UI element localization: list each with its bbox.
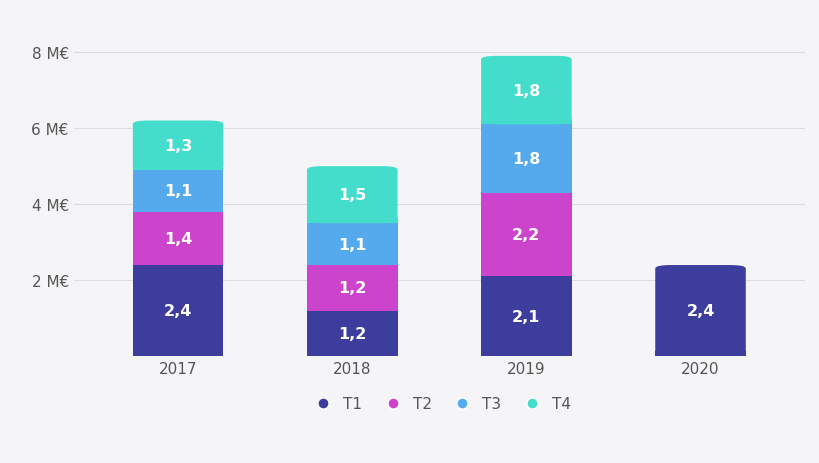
Text: 1,8: 1,8 [512, 152, 540, 167]
Text: 1,2: 1,2 [337, 281, 366, 296]
Legend: T1, T2, T3, T4: T1, T2, T3, T4 [301, 390, 576, 417]
Text: 1,2: 1,2 [337, 326, 366, 341]
Bar [306, 311, 397, 357]
Bar [133, 213, 223, 265]
Text: 2,1: 2,1 [512, 309, 540, 324]
Bar [306, 219, 397, 224]
Bar [481, 125, 571, 194]
Text: 1,5: 1,5 [337, 188, 366, 203]
FancyBboxPatch shape [133, 121, 223, 170]
Bar [133, 165, 223, 170]
Bar [481, 277, 571, 357]
FancyBboxPatch shape [306, 167, 397, 224]
Text: 1,1: 1,1 [337, 237, 366, 252]
Bar [481, 120, 571, 125]
Bar [133, 265, 223, 357]
Text: 1,3: 1,3 [164, 138, 192, 153]
Bar [654, 351, 745, 357]
Bar [133, 170, 223, 213]
FancyBboxPatch shape [654, 265, 745, 357]
Text: 2,2: 2,2 [512, 228, 540, 243]
Text: 2,4: 2,4 [686, 304, 714, 319]
Text: 2,4: 2,4 [164, 304, 192, 319]
FancyBboxPatch shape [481, 57, 571, 125]
Bar [481, 194, 571, 277]
Text: 1,1: 1,1 [164, 184, 192, 199]
Bar [306, 265, 397, 311]
Bar [306, 224, 397, 265]
Text: 1,4: 1,4 [164, 232, 192, 246]
Text: 1,8: 1,8 [512, 83, 540, 98]
